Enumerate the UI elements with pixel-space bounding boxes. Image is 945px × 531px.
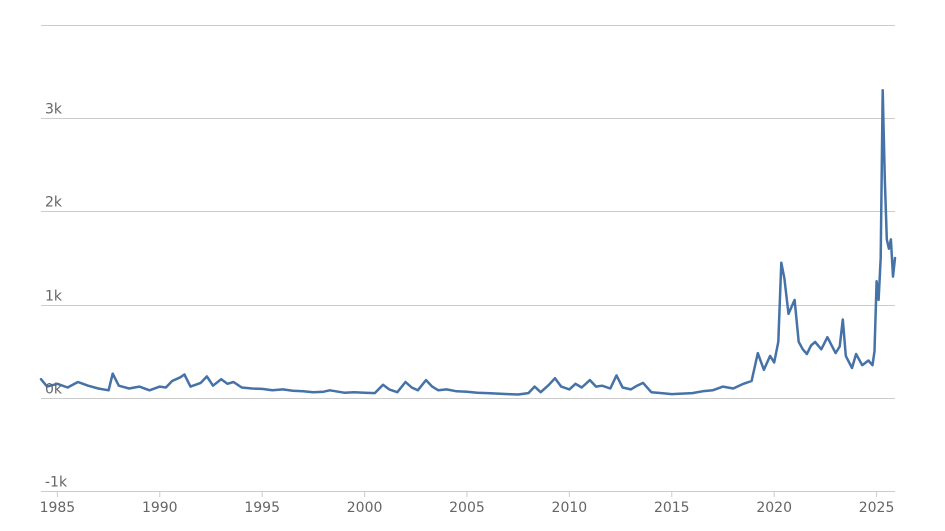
series-layer (39, 88, 897, 396)
axis-layer: -1k 0k 1k 2k 3k 1985 1990 1995 2000 2005 2010 2015 2… (40, 102, 895, 516)
x-tick-label: 2020 (756, 500, 792, 516)
x-tick-label: 2015 (654, 500, 690, 516)
x-tick-label: 2000 (347, 500, 383, 516)
y-tick-label: 1k (45, 289, 63, 305)
series-line (39, 88, 897, 396)
x-tick-label: 2025 (859, 500, 895, 516)
y-tick-label: 2k (45, 195, 63, 211)
x-tick-label: 2005 (449, 500, 485, 516)
x-tick-label: 1995 (244, 500, 280, 516)
y-tick-label: 0k (45, 382, 63, 398)
grid-layer (41, 25, 895, 492)
x-tick-label: 1985 (40, 500, 76, 516)
y-tick-label: -1k (45, 475, 68, 491)
x-tick-label: 1990 (142, 500, 178, 516)
x-tick-label: 2010 (552, 500, 588, 516)
y-tick-label: 3k (45, 102, 63, 118)
